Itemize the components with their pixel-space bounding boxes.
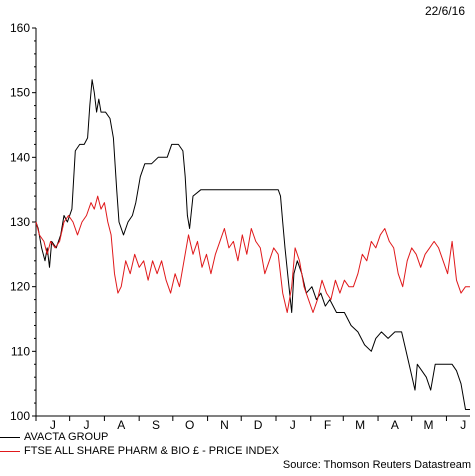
series-line-ftse [35, 195, 470, 313]
legend-label-avacta: AVACTA GROUP [24, 431, 109, 443]
legend-swatch-ftse [0, 450, 20, 452]
y-tick-label: 120 [10, 280, 30, 294]
legend-label-ftse: FTSE ALL SHARE PHARM & BIO £ - PRICE IND… [24, 445, 280, 457]
y-axis: 100 110 120 130 140 150 160 [10, 21, 37, 423]
x-tick-label: O [185, 418, 194, 432]
x-tick-label: S [152, 418, 160, 432]
series-line-avacta [35, 79, 470, 410]
legend-item-avacta: AVACTA GROUP [0, 430, 279, 444]
x-tick-label: J [50, 418, 56, 432]
x-tick-label: J [290, 418, 296, 432]
y-ticks: 100 110 120 130 140 150 160 [10, 21, 36, 423]
y-tick-label: 140 [10, 150, 30, 164]
series-layer [35, 79, 470, 410]
source-note: Source: Thomson Reuters Datastream [282, 459, 471, 471]
x-tick-label: A [117, 418, 125, 432]
x-tick-label: A [391, 418, 399, 432]
legend-swatch-avacta [0, 436, 20, 438]
y-tick-label: 150 [10, 86, 30, 100]
x-tick-label: M [355, 418, 365, 432]
x-tick-label: J [83, 418, 89, 432]
y-tick-label: 100 [10, 409, 30, 423]
legend: AVACTA GROUP FTSE ALL SHARE PHARM & BIO … [0, 430, 279, 458]
x-tick-label: D [254, 418, 263, 432]
x-tick-label: M [424, 418, 434, 432]
y-tick-label: 130 [10, 215, 30, 229]
x-tick-label: N [220, 418, 229, 432]
y-tick-label: 160 [10, 21, 30, 35]
x-tick-label: F [324, 418, 331, 432]
date-label: 22/6/16 [424, 4, 465, 18]
x-tick-label: J [460, 418, 466, 432]
legend-item-ftse: FTSE ALL SHARE PHARM & BIO £ - PRICE IND… [0, 444, 279, 458]
y-tick-label: 110 [11, 344, 30, 358]
